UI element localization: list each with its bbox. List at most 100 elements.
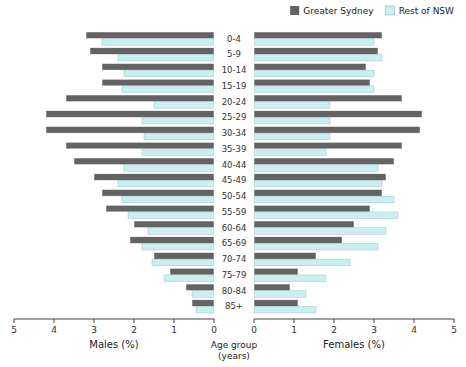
bar [152, 259, 214, 266]
bar [142, 117, 214, 124]
bar [144, 133, 214, 140]
bar [254, 228, 386, 235]
bar [102, 39, 214, 46]
bar [254, 142, 402, 149]
category-label: 25-29 [222, 112, 247, 122]
bar [254, 291, 306, 298]
category-label: 40-44 [222, 160, 247, 170]
x-tick-label: 3 [91, 325, 97, 335]
bar [254, 79, 370, 86]
x-tick [174, 319, 175, 323]
category-label: 85+ [225, 301, 243, 311]
bar [254, 111, 422, 118]
x-tick-label: 4 [51, 325, 57, 335]
bar [254, 243, 378, 250]
bar [142, 243, 214, 250]
bar [254, 48, 378, 55]
bar [254, 70, 374, 77]
x-tick-label: 1 [171, 325, 177, 335]
bar [254, 300, 298, 307]
legend-swatch [290, 6, 299, 15]
bar [254, 284, 290, 291]
x-axis-label: Males (%) [89, 339, 138, 350]
bar [254, 205, 370, 212]
bar [254, 196, 394, 203]
category-label: 45-49 [222, 175, 247, 185]
bar [254, 63, 366, 70]
category-label: 50-54 [222, 191, 247, 201]
x-tick-label: 5 [11, 325, 17, 335]
category-label: 30-34 [222, 128, 247, 138]
bar [124, 165, 214, 172]
bar [102, 79, 214, 86]
bar [254, 165, 378, 172]
x-tick [294, 319, 295, 323]
category-label: 20-24 [222, 97, 247, 107]
category-label: 60-64 [222, 223, 247, 233]
bar [130, 237, 214, 244]
bar [192, 291, 214, 298]
bar [122, 196, 214, 203]
x-axis-line [254, 319, 454, 320]
bar [124, 70, 214, 77]
bar [118, 54, 214, 61]
x-tick-label: 4 [411, 325, 417, 335]
bar [254, 117, 330, 124]
bar [102, 63, 214, 70]
bar [102, 190, 214, 197]
x-tick [134, 319, 135, 323]
x-tick [414, 319, 415, 323]
x-tick-label: 0 [211, 325, 217, 335]
bar [254, 268, 298, 275]
category-label: 80-84 [222, 286, 247, 296]
bar [46, 111, 214, 118]
bar [254, 149, 326, 156]
category-label: 70-74 [222, 254, 247, 264]
x-tick [54, 319, 55, 323]
category-label: 15-19 [222, 81, 247, 91]
y-axis-label: Age group(years) [211, 340, 258, 361]
x-tick [14, 319, 15, 323]
bar [254, 306, 316, 313]
bar [142, 149, 214, 156]
bar [254, 237, 342, 244]
bar [128, 212, 214, 219]
bar [254, 174, 386, 181]
bar [254, 39, 374, 46]
x-tick-label: 2 [331, 325, 337, 335]
bars [254, 32, 422, 313]
chart: 543210Males (%)012345Females (%)Age grou… [0, 0, 466, 367]
bar [254, 253, 316, 260]
bar [254, 190, 382, 197]
category-label: 55-59 [222, 207, 247, 217]
x-tick [254, 319, 255, 323]
bar [148, 228, 214, 235]
x-axis-label: Females (%) [323, 339, 385, 350]
category-label: 5-9 [227, 49, 241, 59]
bar [254, 32, 382, 39]
bar [122, 86, 214, 93]
bar [254, 95, 402, 102]
bar [134, 221, 214, 228]
bar [164, 275, 214, 282]
bar [254, 133, 330, 140]
bars [46, 32, 214, 313]
bar [254, 180, 382, 187]
x-tick-label: 1 [291, 325, 297, 335]
bar [196, 306, 214, 313]
legend-label: Rest of NSW [399, 6, 454, 16]
category-label: 35-39 [222, 144, 247, 154]
bar [254, 259, 350, 266]
category-label: 75-79 [222, 270, 247, 280]
bar [46, 127, 214, 134]
x-tick-label: 2 [131, 325, 137, 335]
x-tick [374, 319, 375, 323]
x-tick [334, 319, 335, 323]
category-label: 10-14 [222, 65, 247, 75]
bar [254, 54, 382, 61]
bar [192, 300, 214, 307]
bar [254, 158, 394, 165]
bar [254, 86, 374, 93]
bar [254, 275, 326, 282]
x-tick-label: 0 [251, 325, 257, 335]
